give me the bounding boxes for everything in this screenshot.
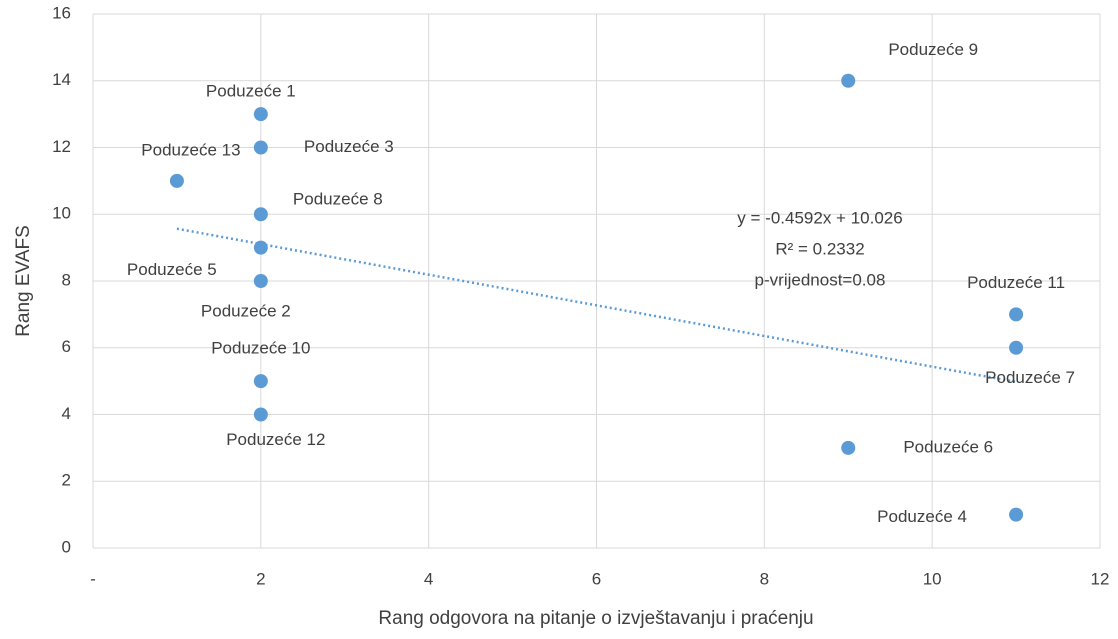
point	[1009, 307, 1024, 322]
annotation: R² = 0.2332	[775, 239, 864, 258]
point-label: Poduzeće 2	[201, 301, 291, 320]
point-label: Poduzeće 13	[141, 140, 240, 159]
point-label: Poduzeće 8	[293, 190, 383, 209]
point	[841, 440, 856, 455]
point	[1009, 340, 1024, 355]
x-tick-label: 8	[760, 569, 769, 588]
x-axis-label: Rang odgovora na pitanje o izvještavanju…	[378, 608, 813, 629]
point	[841, 73, 856, 88]
trendline	[176, 227, 1017, 384]
point	[1009, 507, 1024, 522]
point-label: Poduzeće 9	[888, 40, 978, 59]
point	[169, 173, 184, 188]
point-label: Poduzeće 11	[967, 273, 1065, 292]
point-label: Poduzeće 7	[985, 368, 1075, 387]
y-tick-label: 2	[62, 471, 71, 490]
x-tick-label: 6	[592, 569, 601, 588]
y-tick-label: 14	[52, 70, 71, 89]
point-label: Poduzeće 1	[206, 82, 296, 101]
point-label: Poduzeće 4	[877, 507, 967, 526]
point	[253, 207, 268, 222]
y-tick-label: 8	[62, 270, 71, 289]
annotation: p-vrijednost=0.08	[755, 270, 886, 289]
x-tick-label: 10	[923, 569, 942, 588]
point-label: Poduzeće 10	[211, 339, 310, 358]
point-label: Poduzeće 3	[304, 137, 394, 156]
y-tick-label: 10	[52, 204, 71, 223]
point	[253, 407, 268, 422]
point-label: Poduzeće 12	[226, 430, 325, 449]
y-tick-label: 6	[62, 337, 71, 356]
point-label: Poduzeće 6	[903, 437, 993, 456]
annotation: y = -0.4592x + 10.026	[737, 208, 902, 227]
point	[253, 107, 268, 122]
point	[253, 274, 268, 288]
point	[253, 374, 268, 389]
x-tick-label: 2	[256, 569, 265, 588]
x-tick-label: 4	[424, 569, 433, 588]
x-tick-label: 12	[1091, 569, 1110, 588]
y-tick-label: 16	[52, 3, 71, 22]
point	[253, 140, 268, 155]
y-tick-label: 0	[62, 537, 71, 556]
x-tick-label: -	[90, 569, 96, 588]
y-tick-label: 12	[52, 137, 71, 156]
y-tick-label: 4	[62, 404, 71, 423]
point-label: Poduzeće 5	[127, 260, 217, 279]
point	[253, 240, 268, 255]
y-axis-label: Rang EVAFS	[13, 225, 34, 337]
